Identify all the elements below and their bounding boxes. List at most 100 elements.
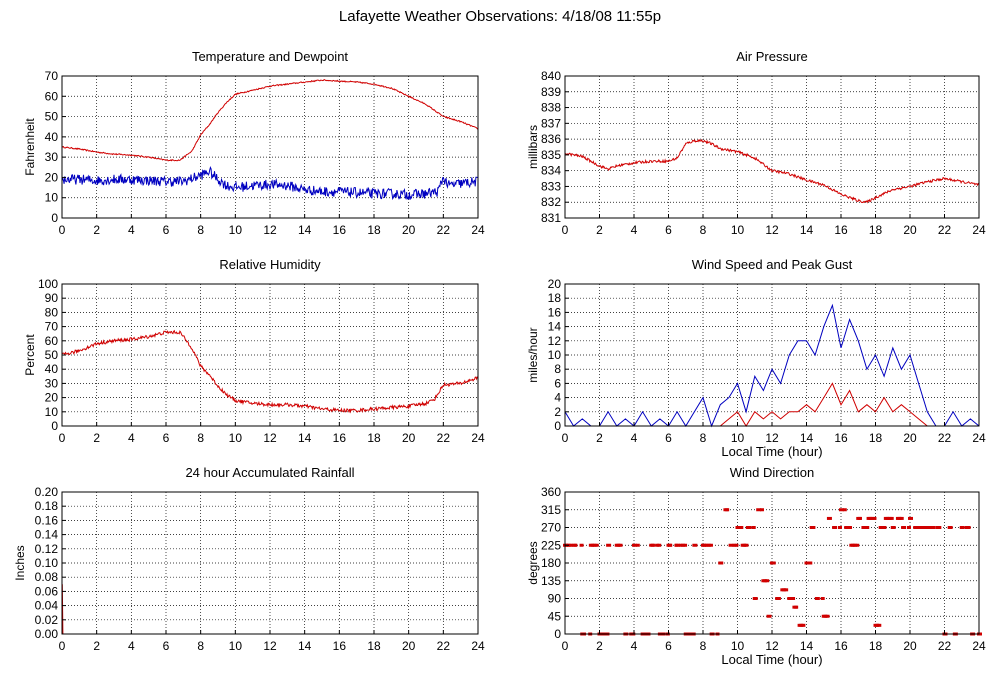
humidity-ytick-label: 0 [51, 419, 58, 433]
wind-direction-point [683, 543, 688, 547]
wind-direction-ytick-label: 180 [541, 556, 561, 570]
wind-direction-point [606, 543, 612, 547]
wind-direction-point [739, 526, 744, 529]
pressure-xtick-label: 10 [731, 223, 745, 237]
wind-speed-title: Wind Speed and Peak Gust [692, 257, 853, 272]
humidity-ytick-label: 50 [45, 348, 59, 362]
rainfall-xtick-label: 24 [471, 639, 485, 653]
wind-direction-point [734, 543, 739, 547]
wind-speed-xtick-label: 12 [765, 431, 779, 445]
wind-direction-point [702, 543, 707, 547]
wind-direction-point [618, 543, 623, 547]
wind-direction-xtick-label: 4 [631, 639, 638, 653]
pressure-ytick-label: 840 [541, 69, 561, 83]
wind-direction-point [806, 561, 811, 565]
wind-direction-xtick-label: 10 [731, 639, 745, 653]
pressure-title: Air Pressure [736, 49, 808, 64]
wind-direction-xtick-label: 18 [869, 639, 883, 653]
wind-speed-xtick-label: 16 [834, 431, 848, 445]
wind-speed-xtick-label: 6 [665, 431, 672, 445]
wind-direction-point [947, 526, 953, 529]
wind-direction-xtick-label: 14 [800, 639, 814, 653]
wind-direction-point [766, 614, 772, 618]
temp-ytick-label: 40 [45, 130, 59, 144]
wind-direction-point [590, 543, 595, 547]
rainfall-xtick-label: 12 [263, 639, 277, 653]
wind-direction-point [851, 543, 856, 547]
wind-direction-point [763, 579, 768, 583]
wind-direction-point [799, 623, 804, 627]
wind-speed-ytick-label: 2 [554, 405, 561, 419]
wind-direction-point [594, 543, 599, 547]
wind-direction-point [655, 543, 660, 547]
humidity-xtick-label: 12 [263, 431, 277, 445]
wind-speed-ytick-label: 14 [548, 320, 562, 334]
humidity-xtick-label: 14 [298, 431, 312, 445]
pressure-ytick-label: 835 [541, 148, 561, 162]
humidity-ytick-label: 40 [45, 362, 59, 376]
pressure-ytick-label: 832 [541, 195, 561, 209]
wind-speed-xlabel: Local Time (hour) [721, 444, 822, 459]
temp-xtick-label: 18 [367, 223, 381, 237]
pressure-ytick-label: 837 [541, 116, 561, 130]
wind-direction-point [787, 597, 793, 600]
rainfall-xtick-label: 8 [197, 639, 204, 653]
wind-direction-point [855, 543, 860, 547]
rainfall-ytick-label: 0.12 [35, 542, 59, 556]
pressure-ytick-label: 833 [541, 179, 561, 193]
wind-direction-point [668, 543, 673, 547]
temp-ytick-label: 50 [45, 110, 59, 124]
rainfall-ylabel: Inches [13, 545, 27, 580]
wind-direction-point [863, 526, 868, 529]
wind-direction-point [752, 597, 758, 600]
wind-speed-xtick-label: 20 [903, 431, 917, 445]
wind-direction-xtick-label: 12 [765, 639, 779, 653]
rainfall-xtick-label: 16 [333, 639, 347, 653]
rainfall-ytick-label: 0.02 [35, 613, 59, 627]
temp-ylabel: Fahrenheit [23, 118, 37, 176]
temp-ytick-label: 70 [45, 69, 59, 83]
pressure-xtick-label: 12 [765, 223, 779, 237]
wind-direction-point [878, 526, 884, 529]
wind-direction-point [680, 543, 685, 547]
wind-direction-point [882, 526, 887, 529]
wind-direction-xtick-label: 24 [972, 639, 986, 653]
wind-direction-point [877, 623, 882, 627]
humidity-series-line-0 [61, 329, 479, 414]
wind-direction-point [847, 526, 852, 529]
wind-direction-xtick-label: 8 [700, 639, 707, 653]
pressure-xtick-label: 22 [938, 223, 952, 237]
rainfall-ytick-label: 0.04 [35, 599, 59, 613]
wind-direction-point [704, 543, 709, 547]
wind-direction-point [782, 588, 787, 592]
humidity-xtick-label: 0 [59, 431, 66, 445]
pressure-xtick-label: 20 [903, 223, 917, 237]
wind-direction-point [885, 516, 890, 520]
wind-direction-xlabel: Local Time (hour) [721, 652, 822, 667]
temp-series-line-1 [61, 166, 479, 201]
wind-direction-ytick-label: 315 [541, 503, 561, 517]
wind-direction-point [966, 526, 971, 529]
pressure-ytick-label: 836 [541, 132, 561, 146]
wind-direction-point [853, 543, 858, 547]
wind-direction-point [732, 543, 737, 547]
temp-ytick-label: 60 [45, 89, 59, 103]
wind-speed-ytick-label: 4 [554, 391, 561, 405]
wind-direction-point [937, 526, 942, 529]
wind-direction-xtick-label: 22 [938, 639, 952, 653]
pressure-xtick-label: 24 [972, 223, 986, 237]
pressure-xtick-label: 16 [834, 223, 848, 237]
humidity-ytick-label: 90 [45, 291, 59, 305]
wind-direction-point [728, 543, 734, 547]
rainfall-xtick-label: 14 [298, 639, 312, 653]
wind-direction-point [751, 526, 756, 529]
wind-direction-point [794, 605, 799, 609]
wind-speed-ytick-label: 16 [548, 305, 562, 319]
wind-direction-point [872, 516, 877, 520]
rainfall-xtick-label: 2 [93, 639, 100, 653]
wind-speed-ytick-label: 20 [548, 277, 562, 291]
wind-direction-point [616, 543, 621, 547]
pressure-ytick-label: 834 [541, 164, 561, 178]
wind-direction-point [573, 543, 578, 547]
wind-direction-xtick-label: 20 [903, 639, 917, 653]
